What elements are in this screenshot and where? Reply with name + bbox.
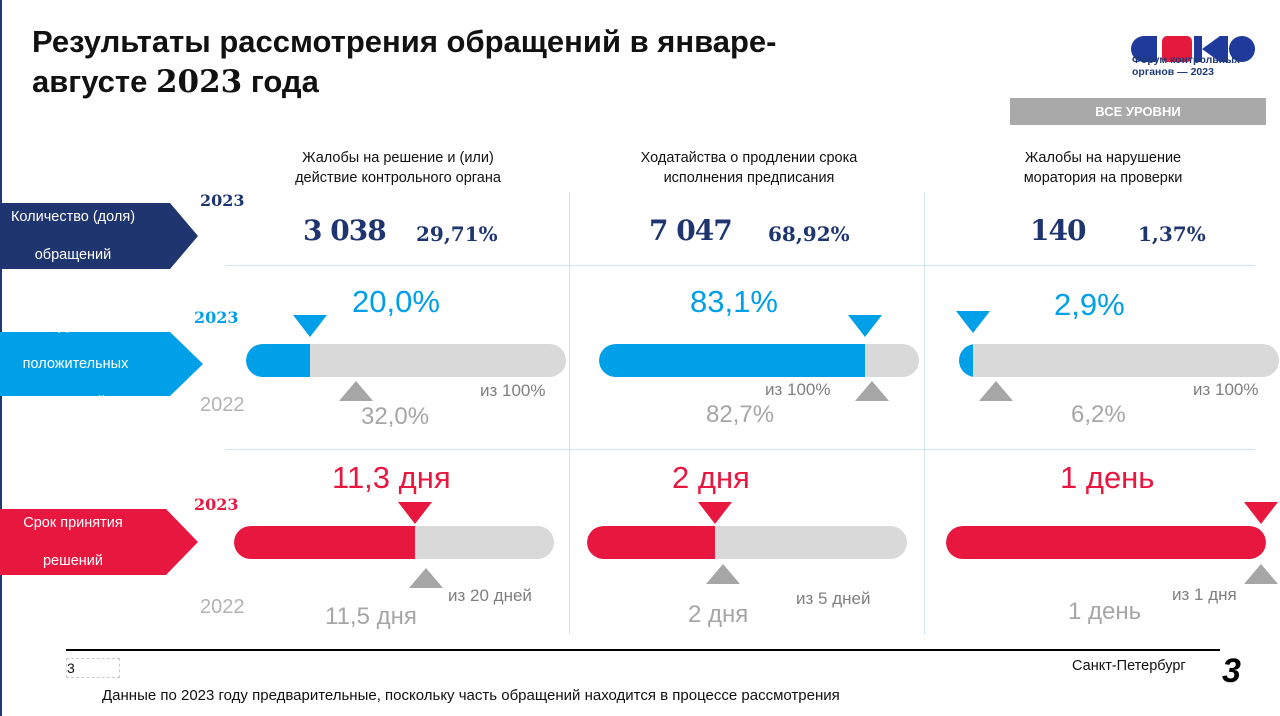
- current-marker: [293, 315, 327, 337]
- row-label-arrow-term: [0, 509, 198, 575]
- year-label-previous: 2022: [200, 394, 245, 416]
- logo-caption-line-1: Форум контрольных: [1132, 54, 1240, 66]
- column-header-complaints: Жалобы на решение и (или) действие контр…: [233, 148, 563, 188]
- title-line-1: Результаты рассмотрения обращений в янва…: [32, 24, 777, 59]
- row-label-arrow-count: [0, 203, 198, 269]
- positive-current-value: 20,0%: [352, 284, 440, 319]
- title-line-2-prefix: августе: [32, 64, 156, 99]
- positive-previous-value: 6,2%: [1071, 401, 1126, 428]
- previous-marker: [706, 564, 740, 584]
- column-header-moratorium: Жалобы на нарушение моратория на проверк…: [938, 148, 1268, 188]
- scale-label: из 100%: [765, 380, 831, 399]
- count-share: 29,71%: [416, 222, 498, 246]
- row-label-count: Количество (доля) обращений: [0, 203, 198, 269]
- footer-city: Санкт-Петербург: [1072, 658, 1186, 674]
- term-previous-value: 11,5 дня: [325, 603, 417, 630]
- progress-track: [959, 344, 1279, 377]
- year-label-previous: 2022: [200, 596, 245, 618]
- positive-previous-value: 32,0%: [361, 403, 430, 430]
- progress-fill: [946, 526, 1266, 559]
- scale-label: из 100%: [1193, 380, 1259, 399]
- column-divider: [924, 192, 925, 634]
- term-previous-value: 2 дня: [688, 601, 749, 628]
- row-label-line: решений: [42, 552, 104, 569]
- progress-fill: [599, 344, 865, 377]
- column-divider: [569, 192, 570, 634]
- previous-marker: [1244, 564, 1278, 584]
- footer-rule: [66, 649, 1220, 651]
- title-line-2: августе 2023 года: [32, 62, 932, 102]
- previous-marker: [409, 568, 443, 588]
- row-label-line: Срок принятия: [23, 514, 123, 531]
- term-previous-value: 1 день: [1068, 598, 1142, 625]
- previous-marker: [855, 381, 889, 401]
- level-filter-badge[interactable]: ВСЕ УРОВНИ: [1010, 98, 1266, 125]
- footnote: Данные по 2023 году предварительные, пос…: [102, 687, 840, 704]
- progress-track: [599, 344, 919, 377]
- forum-logo: [1131, 36, 1255, 62]
- progress-track: [234, 526, 554, 559]
- row-divider: [225, 265, 1255, 266]
- row-label-line: Количество (доля): [10, 208, 136, 225]
- row-label-term: Срок принятия решений: [0, 509, 198, 575]
- column-header-line: Жалобы на нарушение: [1024, 150, 1182, 166]
- count-value: 140: [1030, 214, 1086, 247]
- count-share: 1,37%: [1138, 222, 1206, 246]
- current-marker: [956, 311, 990, 333]
- scale-label: из 20 дней: [448, 586, 532, 605]
- row-label-line: Доля: [58, 317, 93, 334]
- progress-fill: [587, 526, 715, 559]
- positive-current-value: 83,1%: [690, 284, 778, 319]
- year-label-current: 2023: [194, 495, 239, 514]
- scale-label: из 5 дней: [796, 589, 871, 608]
- column-header-line: моратория на проверки: [1023, 170, 1183, 186]
- current-marker: [1244, 502, 1278, 524]
- current-marker: [698, 502, 732, 524]
- column-header-line: действие контрольного органа: [295, 170, 501, 186]
- logo-caption-line-2: органов — 2023: [1132, 66, 1214, 78]
- row-label-arrow-positive: [0, 332, 203, 396]
- scale-label: из 1 дня: [1172, 585, 1237, 604]
- row-label-line: положительных: [22, 355, 129, 372]
- row-label-positive: Доля положительных решений: [0, 318, 203, 410]
- progress-track: [587, 526, 907, 559]
- previous-marker: [339, 381, 373, 401]
- row-divider: [225, 449, 1255, 450]
- term-current-value: 11,3 дня: [332, 460, 451, 495]
- progress-track: [246, 344, 566, 377]
- count-share: 68,92%: [768, 222, 850, 246]
- progress-fill: [234, 526, 415, 559]
- current-marker: [848, 315, 882, 337]
- scale-label: из 100%: [480, 381, 546, 400]
- column-header-line: Жалобы на решение и (или): [302, 150, 494, 166]
- progress-track: [946, 526, 1266, 559]
- count-value: 3 038: [303, 214, 387, 247]
- term-current-value: 1 день: [1060, 460, 1155, 495]
- title-year: 2023: [155, 64, 243, 100]
- year-label-current: 2023: [194, 308, 239, 327]
- positive-previous-value: 82,7%: [706, 401, 775, 428]
- page-number-field[interactable]: 3: [66, 658, 120, 678]
- term-current-value: 2 дня: [672, 460, 750, 495]
- year-label-current: 2023: [200, 191, 245, 210]
- row-label-line: решений: [45, 393, 106, 410]
- column-header-petitions: Ходатайства о продлении срока исполнения…: [584, 148, 914, 188]
- column-header-line: исполнения предписания: [663, 170, 835, 186]
- page-number: 3: [1222, 652, 1241, 690]
- current-marker: [398, 502, 432, 524]
- row-label-line: обращений: [34, 246, 112, 263]
- slide-title: Результаты рассмотрения обращений в янва…: [32, 22, 932, 102]
- column-header-line: Ходатайства о продлении срока: [640, 150, 858, 166]
- logo-caption: Форум контрольных органов — 2023: [1132, 54, 1262, 78]
- positive-current-value: 2,9%: [1054, 287, 1125, 322]
- title-line-2-suffix: года: [242, 64, 319, 99]
- progress-fill: [246, 344, 310, 377]
- previous-marker: [979, 381, 1013, 401]
- count-value: 7 047: [649, 214, 733, 247]
- progress-fill: [959, 344, 973, 377]
